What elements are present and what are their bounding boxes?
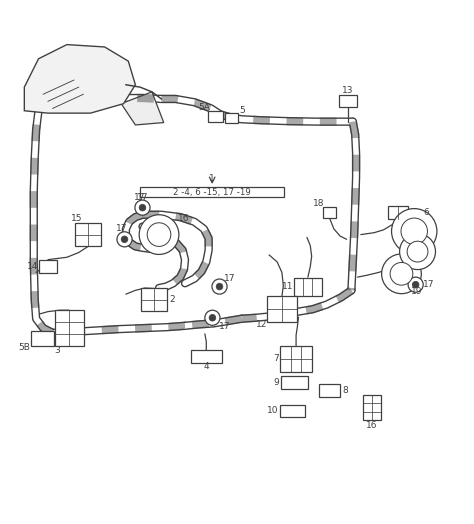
Text: 13: 13 (342, 86, 354, 95)
Circle shape (121, 236, 128, 243)
Text: 2: 2 (169, 296, 175, 304)
Circle shape (216, 283, 223, 290)
Text: 15: 15 (71, 214, 82, 223)
Circle shape (139, 204, 146, 211)
Circle shape (147, 223, 171, 246)
FancyBboxPatch shape (266, 296, 297, 322)
Text: 2 -4, 6 -15, 17 -19: 2 -4, 6 -15, 17 -19 (173, 188, 251, 196)
Text: 5B: 5B (18, 343, 30, 352)
Circle shape (117, 232, 132, 247)
FancyBboxPatch shape (281, 376, 309, 389)
Circle shape (407, 241, 428, 262)
FancyBboxPatch shape (322, 207, 336, 217)
Text: 19: 19 (411, 287, 422, 296)
Text: 5: 5 (239, 106, 245, 115)
Circle shape (408, 277, 423, 292)
Text: 17: 17 (219, 322, 230, 331)
FancyBboxPatch shape (55, 310, 84, 346)
FancyBboxPatch shape (75, 223, 101, 246)
Text: 12: 12 (256, 320, 268, 329)
Circle shape (412, 281, 419, 288)
Text: 6: 6 (423, 208, 429, 217)
Text: 9: 9 (274, 378, 280, 387)
Text: 16: 16 (178, 214, 189, 223)
Text: 17: 17 (137, 193, 148, 202)
Circle shape (212, 279, 227, 294)
Text: 17: 17 (423, 280, 435, 289)
Polygon shape (24, 45, 136, 113)
Text: 16: 16 (366, 421, 377, 430)
FancyBboxPatch shape (31, 331, 54, 346)
Circle shape (382, 254, 421, 293)
FancyBboxPatch shape (281, 405, 305, 417)
Text: 5A: 5A (198, 103, 210, 113)
Circle shape (205, 310, 220, 325)
FancyBboxPatch shape (141, 289, 167, 311)
FancyBboxPatch shape (339, 95, 357, 107)
FancyBboxPatch shape (225, 113, 238, 123)
Circle shape (400, 234, 436, 269)
FancyBboxPatch shape (140, 187, 284, 197)
Circle shape (392, 209, 437, 254)
FancyBboxPatch shape (191, 350, 222, 363)
Text: 3: 3 (55, 346, 60, 355)
FancyBboxPatch shape (39, 260, 57, 274)
Polygon shape (121, 92, 164, 125)
Text: 1: 1 (210, 173, 215, 182)
Text: 14: 14 (27, 262, 38, 271)
FancyBboxPatch shape (363, 395, 381, 420)
Text: 11: 11 (283, 282, 294, 291)
FancyBboxPatch shape (388, 206, 408, 219)
Circle shape (139, 215, 179, 255)
Text: 4: 4 (203, 363, 209, 372)
Circle shape (135, 200, 150, 215)
Text: 17: 17 (224, 274, 236, 282)
FancyBboxPatch shape (208, 111, 223, 122)
Text: 17: 17 (117, 224, 128, 233)
FancyBboxPatch shape (294, 278, 321, 296)
Circle shape (401, 218, 428, 245)
Text: 10: 10 (267, 407, 279, 416)
Text: 17: 17 (134, 193, 146, 202)
Circle shape (390, 263, 413, 285)
Text: 8: 8 (343, 386, 348, 395)
FancyBboxPatch shape (280, 346, 312, 372)
Text: 7: 7 (273, 354, 279, 363)
FancyBboxPatch shape (319, 384, 340, 397)
Circle shape (209, 314, 216, 321)
Text: 18: 18 (313, 199, 325, 209)
